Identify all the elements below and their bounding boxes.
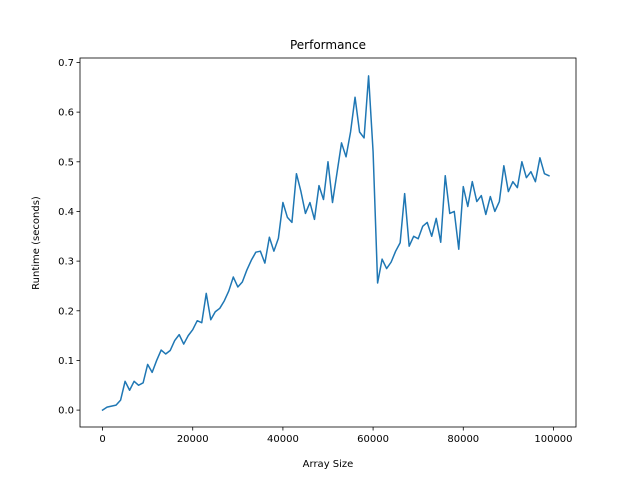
x-tick-label: 60000 [357,434,389,445]
x-tick-label: 80000 [447,434,479,445]
y-axis-label: Runtime (seconds) [31,196,42,290]
y-tick-label: 0.7 [58,58,74,69]
plot-frame [79,57,577,428]
x-tick-label: 0 [99,434,105,445]
x-tick-label: 40000 [267,434,299,445]
y-tick-label: 0.1 [58,356,74,367]
x-tick-label: 20000 [177,434,209,445]
x-tick-label: 100000 [534,434,572,445]
plot-area: 0 20000 40000 60000 80000 100000 0.0 0.1 0.2 0.3 0… [58,57,577,445]
series-line-0 [101,75,550,412]
chart-title: Performance [290,38,366,52]
y-tick-label: 0.2 [58,306,74,317]
y-tick-label: 0.3 [58,257,74,268]
y-tick-label: 0.5 [58,157,74,168]
y-tick-label: 0.4 [58,207,74,218]
x-axis-label: Array Size [303,459,354,470]
y-tick-label: 0.6 [58,108,74,119]
y-tick-label: 0.0 [58,406,74,417]
